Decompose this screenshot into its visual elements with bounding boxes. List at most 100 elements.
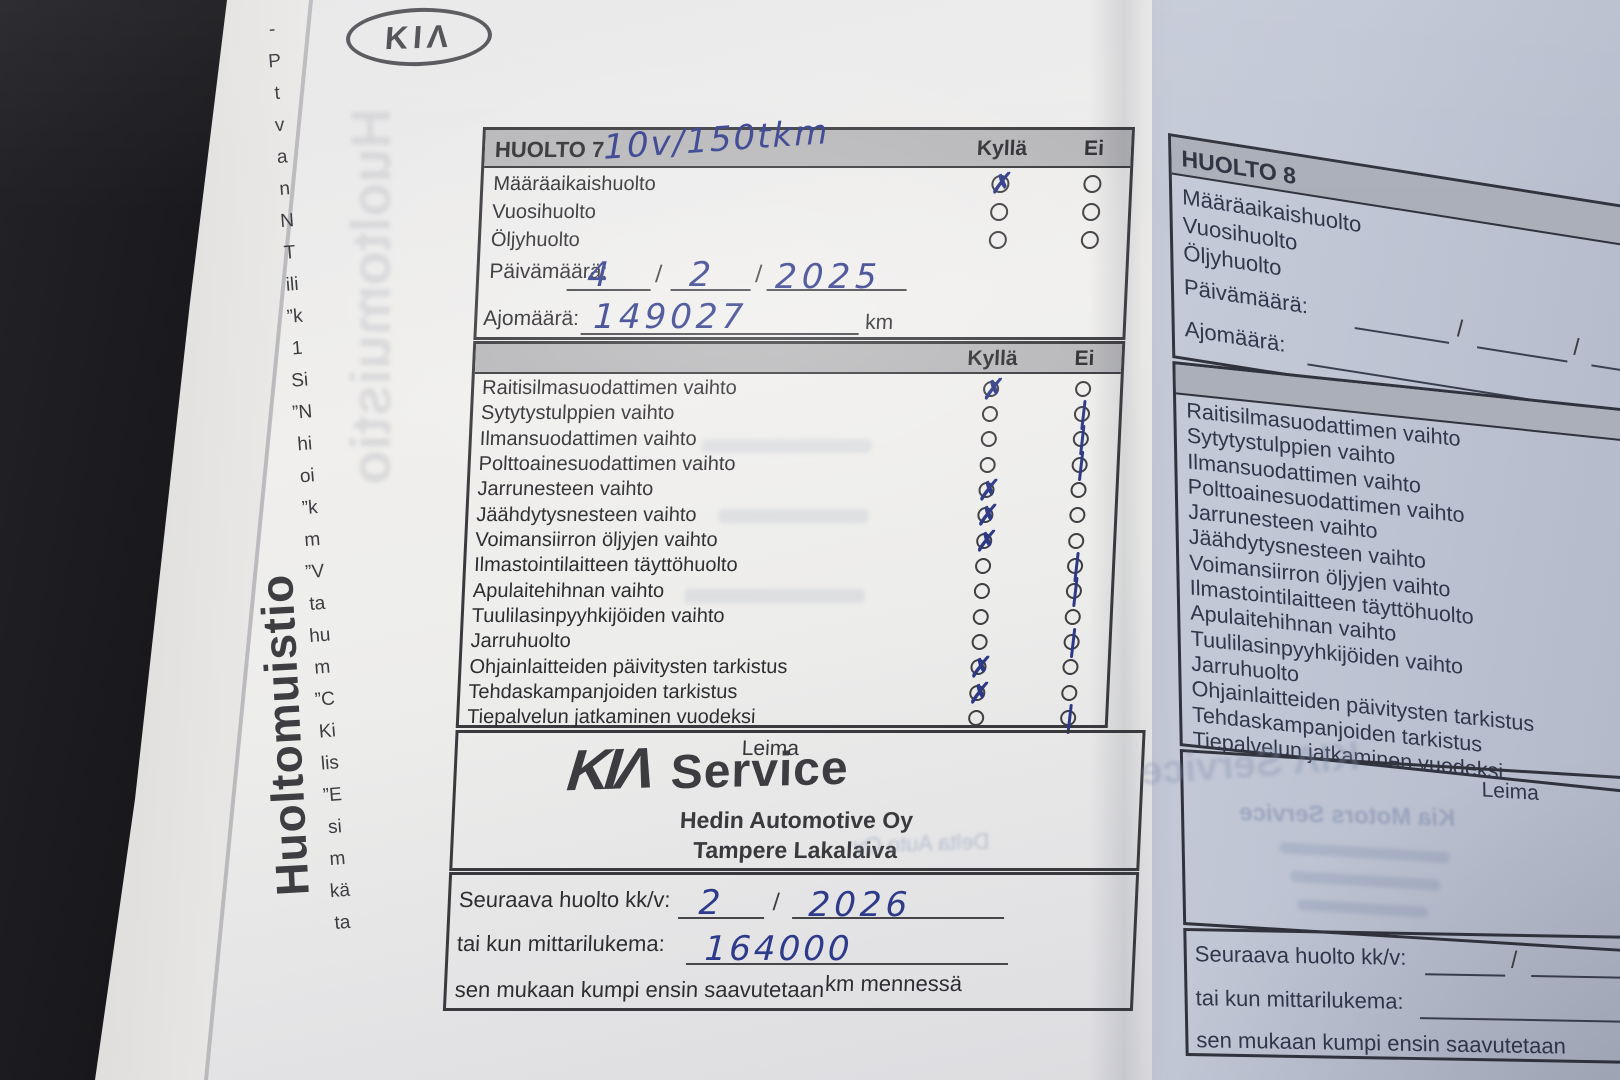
checkbox-ei — [1067, 532, 1085, 549]
next-service-odometer-label: tai kun mittarilukema: — [1195, 985, 1404, 1014]
km-by-label: km mennessä — [824, 971, 963, 996]
checkbox-kylla — [972, 608, 990, 625]
checklist-row-label: Jarruhuolto — [470, 630, 572, 653]
service-7-checklist-box: Kyllä Ei Raitisilmasuodattimen vaihto Sy… — [455, 341, 1126, 730]
checkbox-ei — [1060, 684, 1078, 701]
handwritten-mileage: 149027 — [592, 297, 749, 337]
pen-mark-kylla — [972, 661, 985, 673]
column-header-kylla: Kyllä — [976, 137, 1028, 160]
checklist-row: Tiepalvelun jatkaminen vuodeksi — [459, 705, 1106, 730]
checklist-row: Jarrunesteen vaihto — [469, 477, 1116, 502]
checklist-row-label: Jarrunesteen vaihto — [477, 478, 654, 501]
checkbox-kylla — [970, 659, 987, 676]
checkbox-ei — [1065, 583, 1083, 600]
checklist-row-label: Ilmastointilaitteen täyttöhuolto — [473, 554, 739, 577]
pen-mark-kylla — [993, 177, 1008, 191]
checklist-row: Tehdaskampanjoiden tarkistus — [460, 680, 1107, 705]
next-service-date-label: Seuraava huolto kk/v: — [1194, 941, 1407, 970]
next-service-odometer-line: tai kun mittarilukema: 164000 — [448, 923, 1134, 969]
dealer-name: Hedin Automotive Oy — [679, 807, 914, 833]
mileage-line: Ajomäärä: 149027 km — [476, 295, 1124, 343]
dealer-location: Tampere Lakalaiva — [692, 837, 898, 863]
checklist-row-label: Tehdaskampanjoiden tarkistus — [467, 681, 738, 704]
checklist-row: Apulaitehihnan vaihto — [464, 579, 1111, 604]
checkbox-ei — [1063, 634, 1080, 651]
next-odometer-field — [1419, 1017, 1620, 1024]
slash: / — [772, 889, 781, 916]
next-service-odometer-label: tai kun mittarilukema: — [456, 931, 666, 956]
kia-logo-text: KIΛ — [383, 17, 455, 56]
date-month-field — [670, 289, 751, 291]
pen-mark-ei — [1069, 560, 1082, 572]
pen-mark-ei — [1062, 712, 1075, 724]
date-day-field — [566, 289, 651, 291]
next-service-date-label: Seuraava huolto kk/v: — [458, 887, 672, 912]
next-service-date-line: Seuraava huolto kk/v: / — [1186, 937, 1620, 985]
checkbox-kylla — [988, 231, 1008, 249]
whichever-first-note: sen mukaan kumpi ensin saavutetaan — [1196, 1027, 1567, 1059]
next-month-field — [1425, 973, 1506, 977]
checklist-header-band: Kyllä Ei — [474, 344, 1123, 374]
checkbox-kylla — [974, 558, 992, 575]
checkbox-ei — [1083, 175, 1102, 193]
checklist-row-label: Ohjainlaitteiden päivitysten tarkistus — [468, 655, 788, 678]
checklist-row: Polttoainesuodattimen vaihto — [470, 452, 1117, 477]
checkbox-kylla — [981, 406, 999, 423]
pen-mark-ei — [1075, 433, 1088, 445]
next-service-date-line: Seuraava huolto kk/v: / 2 2026 — [450, 879, 1136, 925]
handwritten-day: 4 — [586, 255, 610, 295]
pen-mark-kylla — [979, 509, 992, 521]
checkbox-ei — [1066, 558, 1084, 575]
checkbox-ei — [1070, 482, 1087, 499]
service-7-stamp-box: Leima KIΛ Service Hedin Automotive Oy Ta… — [449, 730, 1146, 871]
checklist-rows: Raitisilmasuodattimen vaihto Sytytystulp… — [1176, 396, 1620, 799]
checkbox-kylla — [975, 532, 993, 549]
checklist-row-label: Ilmansuodattimen vaihto — [479, 427, 698, 450]
pen-mark-kylla — [980, 484, 993, 496]
checkbox-ei — [1059, 710, 1077, 727]
checklist-row: Raitisilmasuodattimen vaihto — [474, 376, 1121, 401]
checkbox-kylla — [967, 710, 985, 727]
handwritten-next-month: 2 — [697, 883, 722, 923]
summary-row: Määräaikaishuolto — [483, 170, 1130, 198]
show-through-dealer-text: Delta Auto Oy — [853, 828, 990, 859]
show-through-stamp-text: Kia Motors Service — [1238, 799, 1456, 833]
checklist-row: Ohjainlaitteiden päivitysten tarkistus — [461, 655, 1108, 680]
checklist-row: Sytytystulppien vaihto — [472, 401, 1119, 426]
service-7-title: HUOLTO 7 — [494, 137, 605, 162]
pen-mark-ei — [1073, 459, 1086, 471]
checkbox-ei — [1073, 406, 1091, 423]
summary-row: Vuosihuolto — [482, 198, 1129, 226]
checkbox-kylla — [979, 456, 997, 473]
date-line: Päivämäärä: / / 4 2 2025 — [478, 252, 1126, 297]
slash: / — [1510, 946, 1518, 974]
service-7-form: HUOLTO 7 Kyllä Ei 10v/150tkm Määräaikais… — [442, 112, 1183, 1027]
checklist-row-label: Raitisilmasuodattimen vaihto — [481, 377, 738, 399]
show-through-smudge — [1279, 841, 1451, 864]
dealer-stamp: KIΛ Service — [559, 736, 849, 804]
column-header-ei: Ei — [1083, 137, 1105, 160]
km-unit: km — [864, 311, 894, 334]
pen-mark-kylla — [978, 535, 991, 547]
checkbox-kylla — [971, 634, 988, 651]
checklist-row-label: Tiepalvelun jatkaminen vuodeksi — [466, 706, 756, 729]
checkbox-kylla — [973, 583, 991, 600]
checkbox-kylla — [991, 175, 1010, 193]
checkbox-kylla — [968, 684, 986, 701]
checklist-row-label: Polttoainesuodattimen vaihto — [478, 453, 737, 476]
checklist-row-label: Jäähdytysnesteen vaihto — [475, 503, 698, 526]
checklist-row: Ilmastointilaitteen täyttöhuolto — [465, 553, 1112, 578]
slash: / — [1572, 333, 1581, 362]
checkbox-ei — [1069, 507, 1086, 524]
checklist-row-label: Voimansiirron öljyjen vaihto — [474, 529, 719, 552]
service-8-checklist-box: Raitisilmasuodattimen vaihto Sytytystulp… — [1172, 361, 1620, 796]
kia-service-stamp-logo: KIΛ — [558, 735, 661, 804]
checkbox-ei — [1064, 608, 1082, 625]
slash: / — [1456, 315, 1464, 344]
pen-mark-ei — [1076, 408, 1089, 420]
slash: / — [754, 261, 763, 288]
service-8-form: HUOLTO 8 Määräaikaishuolto Vuosihuolto Ö… — [1168, 133, 1620, 1065]
stamp-label: Leima — [1481, 778, 1540, 805]
whichever-first-note: sen mukaan kumpi ensin saavutetaan — [454, 977, 825, 1002]
